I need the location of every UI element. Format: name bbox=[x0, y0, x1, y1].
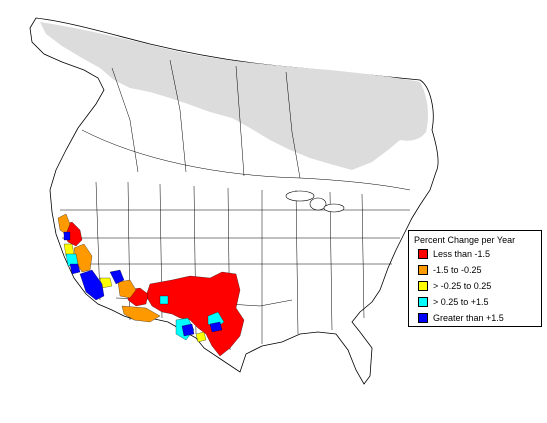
trend-patch-decline-strong bbox=[145, 271, 245, 357]
great-lakes bbox=[285, 190, 345, 213]
legend-item-greater-than-plus-1-5: Greater than +1.5 bbox=[418, 312, 504, 324]
map-legend: Percent Change per Year Less than -1.5 -… bbox=[408, 230, 542, 327]
legend-label: > 0.25 to +1.5 bbox=[433, 297, 489, 307]
trend-patch-increase-strong bbox=[209, 321, 223, 333]
legend-item-0-25-to-plus-1-5: > 0.25 to +1.5 bbox=[418, 296, 489, 308]
legend-title: Percent Change per Year bbox=[414, 235, 516, 245]
trend-patch-decline-moderate bbox=[57, 213, 71, 235]
legend-label: -1.5 to -0.25 bbox=[433, 265, 482, 275]
legend-swatch bbox=[418, 313, 428, 323]
trend-patch-increase-strong bbox=[109, 269, 125, 285]
no-data-region bbox=[40, 22, 428, 170]
legend-label: Greater than +1.5 bbox=[433, 313, 504, 323]
trend-patches bbox=[57, 213, 245, 357]
legend-item-minus-0-25-to-0-25: > -0.25 to 0.25 bbox=[418, 280, 491, 292]
legend-swatch bbox=[418, 297, 428, 307]
legend-label: Less than -1.5 bbox=[433, 249, 491, 259]
legend-swatch bbox=[418, 249, 428, 259]
trend-patch-decline-moderate bbox=[121, 305, 161, 323]
trend-patch-increase-strong bbox=[69, 263, 81, 275]
legend-item-less-than-minus-1-5: Less than -1.5 bbox=[418, 248, 490, 260]
legend-label: > -0.25 to 0.25 bbox=[433, 281, 492, 291]
trend-patch-increase-strong bbox=[63, 231, 71, 241]
legend-swatch bbox=[418, 265, 428, 275]
trend-patch-increase-moderate bbox=[159, 295, 169, 305]
legend-item-minus-1-5-to-minus-0-25: -1.5 to -0.25 bbox=[418, 264, 482, 276]
trend-patch-increase-strong bbox=[79, 269, 105, 301]
trend-patch-decline-moderate bbox=[117, 279, 137, 299]
trend-patch-increase-strong bbox=[181, 323, 195, 337]
trend-patch-stable bbox=[195, 331, 207, 343]
legend-swatch bbox=[418, 281, 428, 291]
